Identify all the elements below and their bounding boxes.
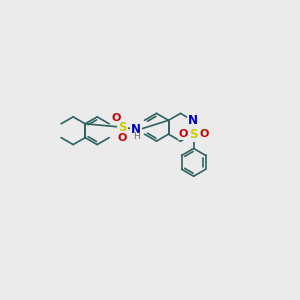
Text: O: O: [111, 112, 121, 122]
Text: H: H: [133, 131, 140, 140]
Text: N: N: [188, 114, 197, 127]
Text: O: O: [178, 129, 188, 139]
Text: S: S: [189, 128, 198, 141]
Text: S: S: [118, 121, 127, 134]
Text: O: O: [200, 129, 209, 139]
Text: O: O: [118, 133, 127, 142]
Text: N: N: [131, 123, 141, 136]
